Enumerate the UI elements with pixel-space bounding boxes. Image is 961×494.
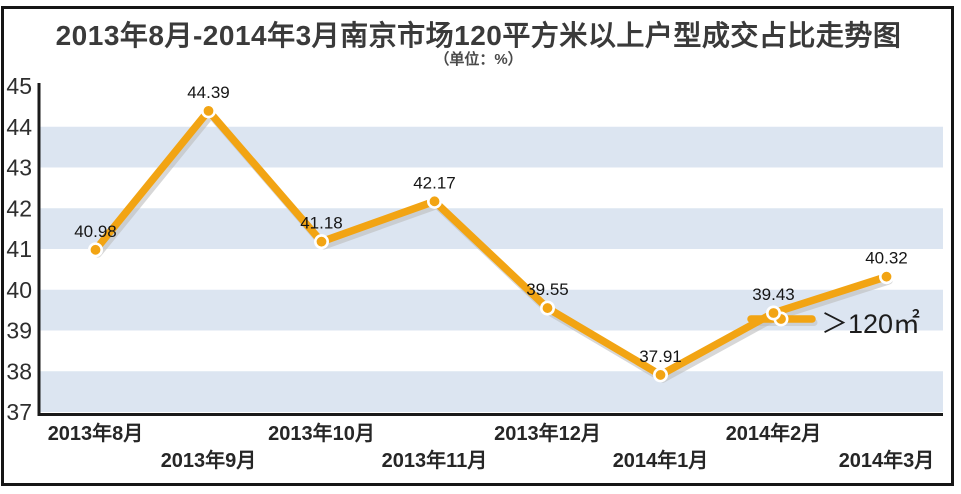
plot-band bbox=[39, 371, 943, 412]
x-axis-label: 2014年2月 bbox=[726, 421, 822, 445]
y-tick-label: 45 bbox=[6, 73, 32, 99]
y-tick-label: 38 bbox=[6, 358, 32, 384]
chart-title: 2013年8月-2014年3月南京市场120平方米以上户型成交占比走势图 bbox=[55, 20, 902, 51]
data-point-marker bbox=[313, 234, 329, 250]
y-tick-label: 39 bbox=[6, 318, 32, 344]
data-point-marker bbox=[426, 193, 442, 209]
x-axis-label: 2013年10月 bbox=[268, 421, 375, 445]
data-point-marker bbox=[539, 300, 555, 316]
y-tick-label: 42 bbox=[6, 195, 32, 221]
legend-label: ＞120㎡ bbox=[821, 309, 921, 339]
data-point-marker bbox=[878, 269, 894, 285]
plot-band bbox=[39, 208, 943, 249]
y-tick-label: 41 bbox=[6, 236, 32, 262]
data-point-marker bbox=[88, 242, 104, 258]
x-axis-label: 2014年1月 bbox=[613, 448, 709, 472]
data-point-label: 40.32 bbox=[865, 249, 908, 268]
data-point-marker bbox=[765, 305, 781, 321]
y-tick-label: 37 bbox=[6, 399, 32, 425]
data-point-label: 37.91 bbox=[639, 347, 682, 366]
y-tick-label: 40 bbox=[6, 277, 32, 303]
chart-subtitle: （单位：%） bbox=[434, 51, 523, 68]
x-axis-label: 2013年11月 bbox=[382, 448, 488, 472]
data-point-label: 39.43 bbox=[752, 285, 795, 304]
x-axis-label: 2014年3月 bbox=[839, 448, 935, 472]
y-tick-label: 44 bbox=[6, 114, 32, 140]
data-point-label: 40.98 bbox=[74, 222, 117, 241]
x-axis-label: 2013年9月 bbox=[161, 448, 257, 472]
data-point-label: 44.39 bbox=[187, 83, 230, 102]
x-axis-label: 2013年8月 bbox=[48, 421, 144, 445]
data-point-label: 42.17 bbox=[413, 173, 456, 192]
data-line bbox=[91, 107, 891, 379]
x-axis-label: 2013年12月 bbox=[494, 421, 601, 445]
data-point-label: 39.55 bbox=[526, 280, 569, 299]
data-point-marker bbox=[652, 367, 668, 383]
y-tick-label: 43 bbox=[6, 155, 32, 181]
data-point-marker bbox=[201, 103, 217, 119]
data-point-label: 41.18 bbox=[300, 214, 343, 233]
